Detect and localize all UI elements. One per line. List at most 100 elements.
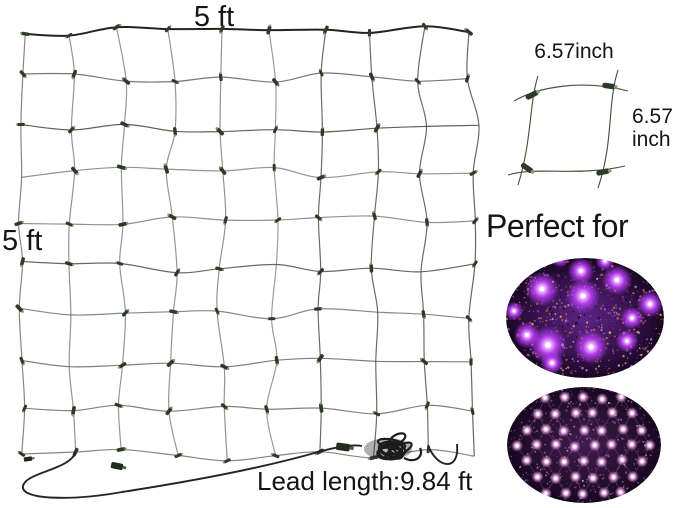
- mini-light-bulb-icon: [20, 257, 25, 268]
- net-bulbs: [14, 22, 479, 464]
- mini-light-bulb-icon: [68, 125, 76, 134]
- mini-light-bulb-icon: [218, 71, 223, 82]
- cell-height-value: 6.57: [632, 105, 673, 128]
- mini-light-bulb-icon: [470, 406, 475, 415]
- mini-light-bulb-icon: [421, 310, 426, 320]
- mini-light-bulb-icon: [169, 309, 180, 315]
- mini-light-bulb-icon: [215, 266, 225, 272]
- mini-light-bulb-icon: [602, 82, 618, 90]
- mini-light-bulb-icon: [19, 31, 30, 37]
- mini-light-bulb-icon: [19, 70, 27, 79]
- mini-light-bulb-icon: [218, 166, 227, 175]
- mini-light-bulb-icon: [270, 453, 280, 459]
- cell-height-unit: inch: [632, 128, 671, 151]
- mini-light-bulb-icon: [15, 122, 25, 127]
- mini-light-bulb-icon: [424, 401, 430, 411]
- mini-light-bulb-icon: [318, 402, 324, 413]
- mini-light-bulb-icon: [165, 406, 173, 416]
- mini-light-bulb-icon: [525, 89, 540, 100]
- mini-light-bulb-icon: [17, 450, 26, 457]
- mini-light-bulb-icon: [64, 261, 75, 267]
- mini-light-bulb-icon: [112, 23, 122, 31]
- mini-light-bulb-icon: [274, 217, 282, 224]
- net-grid-graphic: [17, 25, 480, 462]
- mini-light-bulb-icon: [316, 174, 327, 181]
- mini-light-bulb-icon: [264, 405, 270, 415]
- mini-light-bulb-icon: [164, 25, 172, 33]
- mini-light-bulb-icon: [464, 27, 473, 36]
- mini-light-bulb-icon: [266, 24, 272, 35]
- lead-length-label: Lead length:9.84 ft: [257, 466, 473, 496]
- mini-light-bulb-icon: [222, 458, 231, 464]
- mini-light-bulb-icon: [64, 33, 73, 39]
- net-width-label: 5 ft: [193, 1, 235, 33]
- mini-light-bulb-icon: [372, 411, 381, 417]
- mini-light-bulb-icon: [414, 78, 422, 85]
- mini-light-bulb-icon: [21, 404, 28, 413]
- mini-light-bulb-icon: [15, 304, 24, 313]
- mini-light-bulb-icon: [469, 356, 473, 366]
- mini-light-bulb-icon: [167, 213, 177, 221]
- mini-light-bulb-icon: [71, 406, 76, 417]
- mini-light-bulb-icon: [215, 127, 224, 136]
- net-height-label: 5 ft: [2, 225, 43, 257]
- purple-net-lights-photo: [507, 387, 661, 503]
- mini-light-bulb-icon: [173, 127, 177, 137]
- mini-light-bulb-icon: [166, 358, 176, 367]
- mini-light-bulb-icon: [118, 221, 129, 227]
- mini-light-bulb-icon: [174, 452, 183, 459]
- power-plug-icon: [335, 442, 354, 452]
- mini-light-bulb-icon: [316, 354, 324, 364]
- cell-height-label: 6.57 inch: [632, 105, 673, 151]
- mini-light-bulb-icon: [368, 72, 375, 83]
- mini-light-bulb-icon: [266, 317, 276, 321]
- mini-light-bulb-icon: [372, 210, 377, 221]
- mini-light-bulb-icon: [314, 214, 323, 222]
- mini-light-bulb-icon: [71, 166, 79, 176]
- cord-coil-icon: [364, 432, 423, 462]
- mini-light-bulb-icon: [19, 356, 25, 366]
- mini-light-bulb-icon: [373, 122, 381, 133]
- connector-plug-icon: [23, 456, 35, 462]
- mini-light-bulb-icon: [465, 315, 473, 323]
- mini-light-bulb-icon: [274, 355, 279, 366]
- mini-light-bulb-icon: [121, 77, 131, 85]
- mini-light-bulb-icon: [120, 121, 130, 128]
- mini-light-bulb-icon: [65, 221, 74, 227]
- mini-light-bulb-icon: [272, 125, 279, 134]
- mini-light-bulb-icon: [121, 308, 130, 317]
- mini-light-bulb-icon: [117, 362, 127, 369]
- mini-light-bulb-icon: [223, 216, 228, 226]
- mini-light-bulb-icon: [322, 25, 329, 35]
- power-plug-icon: [110, 461, 127, 471]
- mini-light-bulb-icon: [425, 218, 429, 228]
- mini-light-bulb-icon: [272, 163, 276, 173]
- mini-light-bulb-icon: [71, 69, 78, 80]
- mini-light-bulb-icon: [472, 216, 479, 225]
- mini-light-bulb-icon: [367, 28, 372, 38]
- mini-light-bulb-icon: [419, 357, 429, 365]
- mini-light-bulb-icon: [520, 162, 535, 174]
- mini-light-bulb-icon: [421, 22, 429, 31]
- mini-light-bulb-icon: [116, 447, 127, 452]
- mini-light-bulb-icon: [464, 73, 470, 83]
- mini-light-bulb-icon: [219, 25, 225, 34]
- mini-light-bulb-icon: [367, 455, 378, 461]
- mini-light-bulb-icon: [369, 262, 374, 273]
- mini-light-bulb-icon: [14, 220, 24, 227]
- mini-light-bulb-icon: [471, 260, 478, 268]
- mini-light-bulb-icon: [596, 168, 612, 176]
- mini-light-bulb-icon: [374, 168, 382, 176]
- mini-light-bulb-icon: [469, 170, 478, 176]
- mini-light-bulb-icon: [320, 126, 325, 137]
- mini-light-bulb-icon: [316, 268, 325, 276]
- mini-light-bulb-icon: [220, 363, 230, 370]
- mini-light-bulb-icon: [171, 79, 180, 85]
- mini-light-bulb-icon: [163, 163, 170, 174]
- mini-light-bulb-icon: [318, 68, 324, 77]
- cell-width-label: 6.57inch: [534, 40, 614, 63]
- mini-light-bulb-icon: [220, 403, 229, 411]
- mini-light-bulb-icon: [174, 267, 181, 277]
